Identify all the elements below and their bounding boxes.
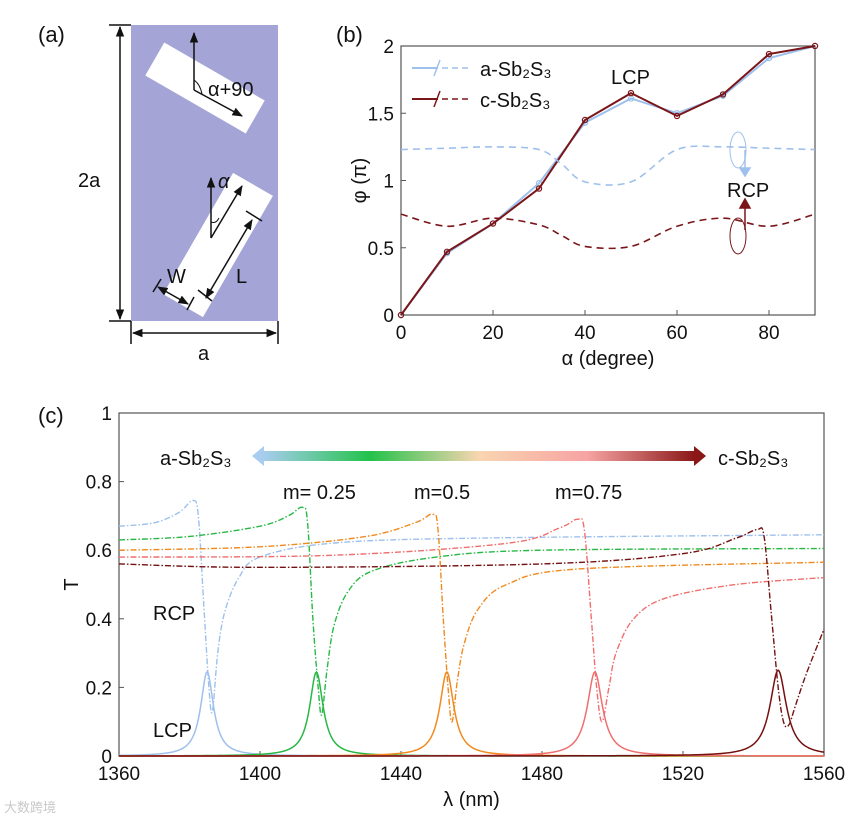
- material-gradient-arrow: [262, 451, 696, 461]
- rcp-curve-m-0-5: [118, 513, 825, 723]
- arrow-left-head-icon: [252, 446, 264, 466]
- m-075-label: m=0.75: [555, 482, 622, 504]
- chart-c-transmission: (c) 1360 1400 1440 1480 1520 1560 0 0.2 0.4 0.6 0.8…: [38, 403, 845, 811]
- lcp-label: LCP: [153, 720, 192, 742]
- x-tick-label: 1560: [803, 764, 845, 785]
- rcp-curve-a-sb-s-: [118, 499, 825, 714]
- lcp-curve-c-sb-s-: [119, 669, 825, 757]
- x-axis-label: λ (nm): [443, 789, 500, 811]
- legend-slash: [433, 59, 441, 77]
- chart-b-phase: (b) 0 20 40 60 80 0 0.5 1 1.5 2 α (degree) φ (π) a-Sb…: [336, 22, 819, 370]
- panel-b-label: (b): [336, 22, 363, 47]
- x-tick-label: 80: [758, 323, 779, 344]
- y-tick-label: 0.2: [86, 678, 112, 699]
- rcp-c-ellipse: [729, 217, 747, 255]
- legend-entry: c-Sb₂S₃: [480, 90, 550, 112]
- width-a-label: a: [198, 343, 210, 365]
- m-05-label: m=0.5: [414, 482, 470, 504]
- angle-arc-top: [193, 79, 203, 95]
- x-tick-label: 0: [396, 323, 407, 344]
- y-axis-label: φ (π): [349, 158, 371, 204]
- data-point: [397, 311, 405, 319]
- data-point: [765, 54, 773, 62]
- panel-a-unit-cell: (a) α+90 α L W 2a a: [38, 22, 279, 365]
- length-tick-top: [245, 210, 263, 222]
- x-tick-label: 40: [574, 323, 595, 344]
- legend-slash: [433, 90, 441, 108]
- x-axis-label: α (degree): [562, 348, 655, 370]
- lcp-curve-a-sb-s-: [118, 670, 824, 757]
- left-state-label: a-Sb₂S₃: [160, 448, 232, 470]
- height-label: 2a: [78, 170, 101, 192]
- data-point: [581, 116, 589, 124]
- series-line-c-sb-s-rcp: [400, 213, 816, 250]
- rcp-curve-c-sb-s-: [118, 527, 825, 728]
- y-tick-label: 0: [101, 747, 112, 768]
- rcp-curve-m-0-25: [118, 506, 825, 716]
- data-point: [719, 91, 727, 98]
- y-tick-label: 0.4: [86, 610, 113, 631]
- y-tick-label: 0: [383, 306, 394, 327]
- series-line-c-sb-s-lcp: [400, 45, 816, 316]
- x-tick-label: 20: [482, 323, 503, 344]
- length-tick-bottom: [197, 289, 213, 302]
- data-point: [765, 50, 773, 58]
- lcp-annotation: LCP: [611, 67, 650, 89]
- x-tick-label: 1400: [239, 764, 281, 785]
- rcp-c-arrow-icon: [738, 197, 752, 230]
- x-tick-label: 1440: [380, 764, 422, 785]
- data-point: [535, 185, 543, 192]
- data-point: [811, 42, 819, 50]
- legend-entry: a-Sb₂S₃: [480, 59, 552, 81]
- watermark: 大数跨境: [4, 800, 56, 815]
- right-state-label: c-Sb₂S₃: [718, 448, 788, 470]
- width-tick-left: [152, 278, 162, 293]
- m-025-label: m= 0.25: [283, 482, 356, 504]
- width-dimension-arrow: [157, 286, 189, 305]
- data-point: [489, 220, 497, 227]
- y-tick-label: 1: [383, 172, 394, 193]
- width-label: W: [167, 266, 186, 288]
- y-tick-label: 0.5: [368, 239, 394, 260]
- y-tick-label: 0.6: [86, 541, 112, 562]
- x-tick-label: 1520: [662, 764, 704, 785]
- data-point: [627, 89, 635, 97]
- panel-a-label: (a): [38, 22, 65, 47]
- angle-bottom-label: α: [218, 171, 230, 193]
- angle-top-label: α+90: [208, 79, 254, 101]
- y-tick-label: 2: [383, 37, 394, 58]
- length-dimension-arrow: [205, 219, 253, 299]
- data-point: [673, 112, 681, 120]
- panel-c-label: (c): [38, 403, 64, 428]
- y-tick-label: 0.8: [86, 473, 112, 494]
- x-tick-label: 1360: [98, 764, 140, 785]
- x-tick-label: 1480: [521, 764, 563, 785]
- x-tick-label: 60: [666, 323, 687, 344]
- arrow-right-head-icon: [694, 446, 706, 466]
- data-point: [443, 248, 451, 255]
- series-line-a-sb-s-rcp: [400, 145, 816, 186]
- rcp-a-ellipse: [729, 131, 747, 169]
- rcp-curve-m-0-75: [118, 517, 825, 723]
- y-axis-label: T: [61, 578, 83, 590]
- rcp-label: RCP: [153, 603, 195, 625]
- rcp-a-arrow-icon: [738, 150, 752, 178]
- axis-arrow-top-rotated: [193, 89, 243, 117]
- y-tick-label: 1.5: [368, 104, 394, 125]
- length-label: L: [236, 266, 247, 288]
- y-tick-label: 1: [101, 404, 112, 425]
- rcp-annotation: RCP: [727, 180, 769, 202]
- width-tick-right: [186, 296, 195, 311]
